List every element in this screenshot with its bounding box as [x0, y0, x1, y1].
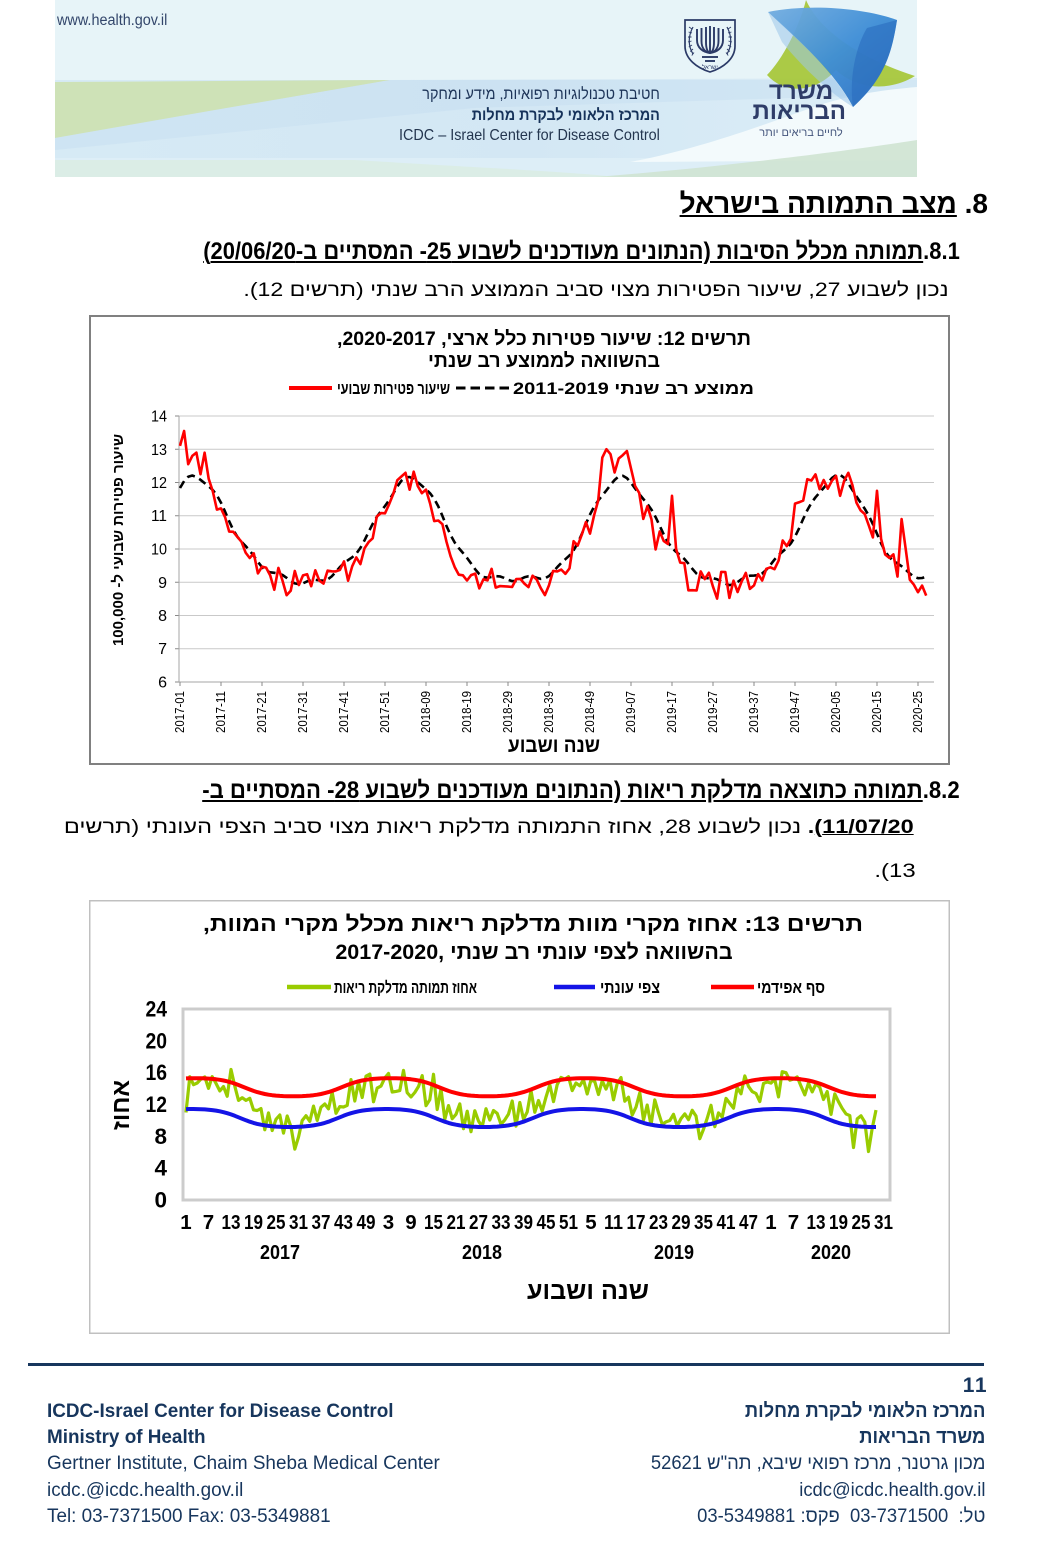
svg-text:2018-29: 2018-29: [501, 691, 515, 733]
svg-text:ישראל: ישראל: [702, 63, 718, 71]
svg-text:12: 12: [146, 1092, 168, 1117]
svg-text:2017: 2017: [260, 1241, 300, 1264]
svg-text:13: 13: [807, 1211, 826, 1234]
svg-text:15: 15: [424, 1211, 443, 1234]
svg-text:2020: 2020: [811, 1241, 851, 1264]
svg-text:2019-37: 2019-37: [747, 691, 761, 733]
svg-text:23: 23: [649, 1211, 668, 1234]
svg-text:13: 13: [222, 1211, 241, 1234]
svg-text:7: 7: [203, 1211, 214, 1234]
svg-text:12: 12: [151, 475, 167, 492]
svg-text:7: 7: [788, 1211, 799, 1234]
svg-text:2017-01: 2017-01: [173, 691, 187, 733]
svg-text:31: 31: [874, 1211, 893, 1234]
svg-text:2019-07: 2019-07: [624, 691, 638, 733]
svg-text:2017-31: 2017-31: [296, 691, 310, 733]
svg-text:19: 19: [829, 1211, 848, 1234]
svg-text:13: 13: [151, 442, 167, 459]
svg-text:2019-47: 2019-47: [788, 691, 802, 733]
svg-text:ממוצע רב שנתי 2011-2019: ממוצע רב שנתי 2011-2019: [513, 380, 754, 398]
svg-text:19: 19: [244, 1211, 263, 1234]
svg-text:2018: 2018: [462, 1241, 502, 1264]
svg-text:7: 7: [158, 641, 167, 658]
svg-text:14: 14: [151, 409, 167, 426]
svg-text:20: 20: [146, 1028, 168, 1053]
svg-text:37: 37: [312, 1211, 331, 1234]
svg-text:2020-05: 2020-05: [829, 691, 843, 733]
svg-text:שנה ושבוע: שנה ושבוע: [508, 734, 600, 757]
svg-text:10: 10: [151, 542, 167, 559]
svg-text:2017-41: 2017-41: [337, 691, 351, 733]
svg-text:2018-09: 2018-09: [419, 691, 433, 733]
svg-text:25: 25: [852, 1211, 871, 1234]
svg-text:2019-27: 2019-27: [706, 691, 720, 733]
svg-text:9: 9: [158, 575, 167, 592]
svg-text:1: 1: [765, 1211, 776, 1234]
svg-text:17: 17: [627, 1211, 646, 1234]
svg-text:8: 8: [158, 608, 167, 625]
svg-text:1: 1: [180, 1211, 191, 1234]
svg-text:39: 39: [514, 1211, 533, 1234]
svg-text:45: 45: [537, 1211, 556, 1234]
svg-text:3: 3: [383, 1211, 394, 1234]
svg-text:2018-39: 2018-39: [542, 691, 556, 733]
svg-text:2019-17: 2019-17: [665, 691, 679, 733]
svg-text:אחוז תמותה מדלקת ריאות: אחוז תמותה מדלקת ריאות: [334, 979, 477, 997]
svg-text:41: 41: [717, 1211, 736, 1234]
svg-text:4: 4: [154, 1156, 167, 1181]
svg-text:שנה ושבוע: שנה ושבוע: [527, 1277, 649, 1305]
svg-text:29: 29: [672, 1211, 691, 1234]
svg-text:33: 33: [492, 1211, 511, 1234]
svg-text:2018-49: 2018-49: [583, 691, 597, 733]
svg-text:49: 49: [357, 1211, 376, 1234]
svg-text:25: 25: [267, 1211, 286, 1234]
svg-text:צפי עונתי: צפי עונתי: [600, 979, 660, 997]
svg-text:שיעור פטירות שבועי ל- 100,000: שיעור פטירות שבועי ל- 100,000: [110, 434, 127, 646]
svg-text:תרשים 13: אחוז מקרי מוות מדלקת: תרשים 13: אחוז מקרי מוות מדלקת ריאות מכל…: [203, 912, 863, 936]
svg-text:51: 51: [559, 1211, 578, 1234]
svg-text:21: 21: [447, 1211, 466, 1234]
svg-text:6: 6: [158, 675, 167, 692]
svg-text:16: 16: [146, 1060, 168, 1085]
svg-text:35: 35: [694, 1211, 713, 1234]
svg-text:8: 8: [154, 1124, 167, 1149]
svg-text:2017-11: 2017-11: [214, 691, 228, 733]
svg-text:2020-25: 2020-25: [911, 691, 925, 733]
svg-text:31: 31: [289, 1211, 308, 1234]
svg-text:אחוז: אחוז: [108, 1080, 135, 1130]
svg-text:24: 24: [146, 997, 168, 1022]
svg-text:תרשים 12: שיעור פטירות כלל ארצ: תרשים 12: שיעור פטירות כלל ארצי, 2020-20…: [337, 328, 751, 350]
svg-text:2017-51: 2017-51: [378, 691, 392, 733]
svg-text:11: 11: [151, 508, 167, 525]
svg-text:2020-15: 2020-15: [870, 691, 884, 733]
svg-text:בהשוואה לממוצע רב שנתי: בהשוואה לממוצע רב שנתי: [428, 350, 660, 372]
svg-text:47: 47: [739, 1211, 758, 1234]
svg-text:סף אפידמי: סף אפידמי: [757, 979, 825, 997]
svg-text:2017-21: 2017-21: [255, 691, 269, 733]
svg-text:27: 27: [469, 1211, 488, 1234]
svg-text:5: 5: [585, 1211, 596, 1234]
svg-text:43: 43: [334, 1211, 353, 1234]
svg-text:בהשוואה לצפי עונתי רב שנתי ,20: בהשוואה לצפי עונתי רב שנתי ,2017-2020: [335, 940, 732, 964]
svg-text:11: 11: [604, 1211, 623, 1234]
svg-text:0: 0: [154, 1188, 167, 1213]
svg-text:9: 9: [405, 1211, 416, 1234]
svg-text:2019: 2019: [654, 1241, 694, 1264]
svg-text:שיעור פטירות שבועי: שיעור פטירות שבועי: [337, 380, 450, 398]
svg-text:2018-19: 2018-19: [460, 691, 474, 733]
